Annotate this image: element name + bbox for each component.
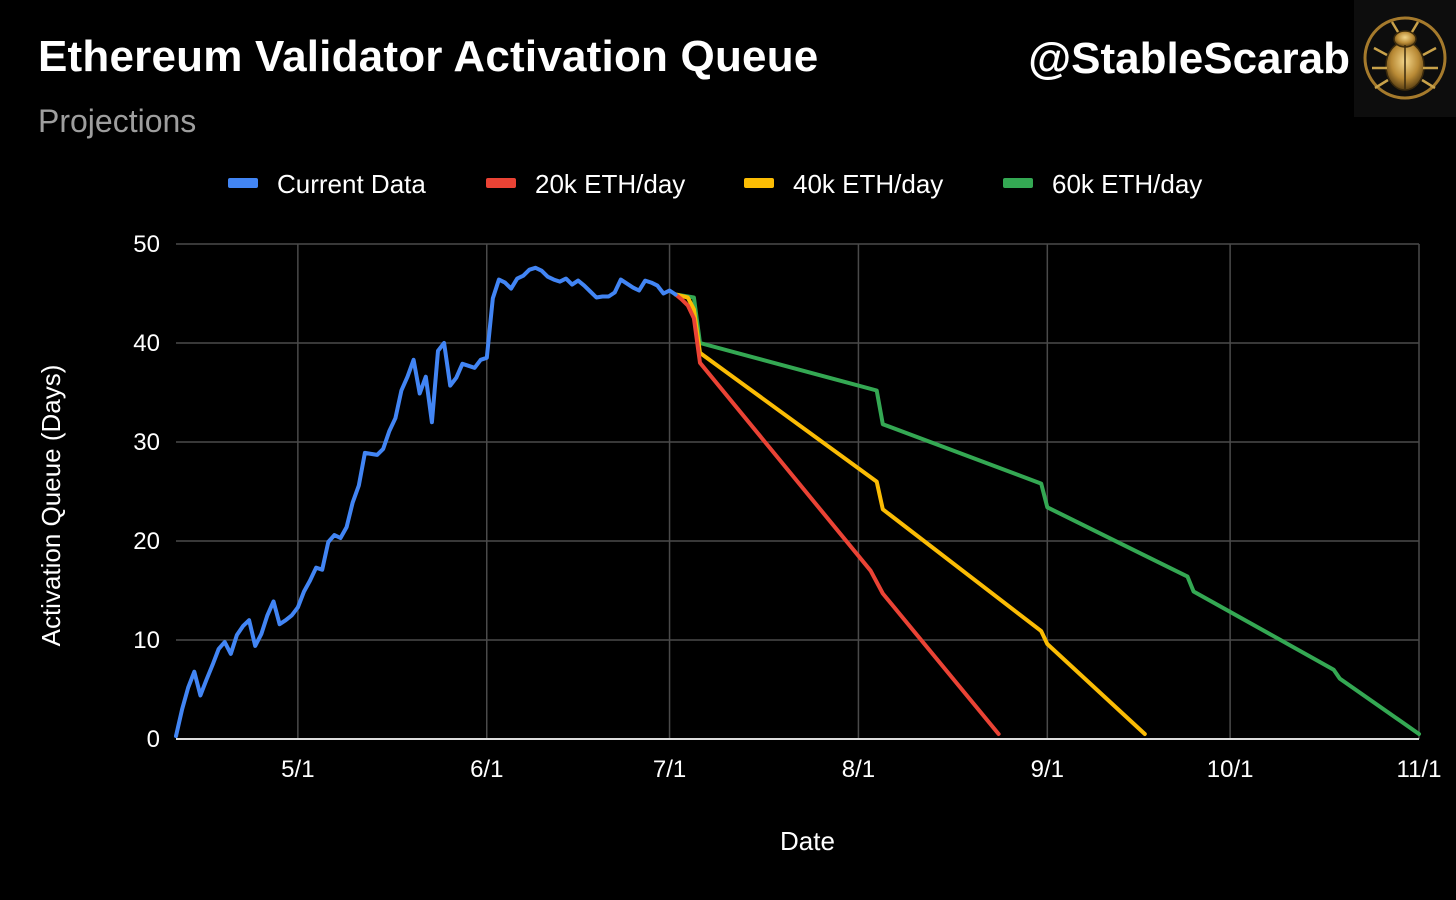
x-axis-title: Date [780, 826, 835, 856]
y-axis-ticks: 0 10 20 30 40 50 [133, 231, 160, 753]
chart-subtitle: Projections [38, 103, 197, 139]
legend-item-40k-eth-day: 40k ETH/day [744, 169, 943, 199]
y-tick-label: 0 [147, 726, 160, 753]
legend-swatch [486, 178, 516, 188]
scarab-beetle-icon [1354, 0, 1456, 117]
legend-label: 40k ETH/day [793, 169, 943, 199]
legend-label: 20k ETH/day [535, 169, 685, 199]
x-tick-label: 7/1 [653, 756, 686, 783]
y-tick-label: 10 [133, 627, 160, 654]
chart-legend: Current Data 20k ETH/day 40k ETH/day 60k ET… [228, 169, 1202, 199]
x-tick-label: 10/1 [1207, 756, 1254, 783]
chart-gridlines [176, 243, 1420, 739]
y-tick-label: 30 [133, 429, 160, 456]
x-axis-ticks: 5/1 6/1 7/1 8/1 9/1 10/1 11/1 [281, 756, 1441, 783]
legend-swatch [228, 178, 258, 188]
legend-item-60k-eth-day: 60k ETH/day [1003, 169, 1202, 199]
series-line-current-data [174, 265, 678, 738]
chart-title: Ethereum Validator Activation Queue [38, 32, 819, 81]
y-tick-label: 50 [133, 231, 160, 258]
legend-swatch [744, 178, 774, 188]
author-handle: @StableScarab [1028, 34, 1350, 83]
y-tick-label: 20 [133, 528, 160, 555]
chart-series [174, 265, 1421, 738]
x-tick-label: 8/1 [842, 756, 875, 783]
x-tick-label: 6/1 [470, 756, 503, 783]
x-tick-label: 9/1 [1031, 756, 1064, 783]
legend-label: 60k ETH/day [1052, 169, 1202, 199]
y-axis-title: Activation Queue (Days) [36, 365, 66, 647]
x-tick-label: 5/1 [281, 756, 314, 783]
series-line-20k-eth-day [673, 292, 1001, 736]
legend-item-current-data: Current Data [228, 169, 426, 199]
y-tick-label: 40 [133, 330, 160, 357]
legend-swatch [1003, 178, 1033, 188]
legend-label: Current Data [277, 169, 426, 199]
series-line-40k-eth-day [673, 292, 1147, 736]
legend-item-20k-eth-day: 20k ETH/day [486, 169, 685, 199]
x-tick-label: 11/1 [1397, 756, 1442, 783]
